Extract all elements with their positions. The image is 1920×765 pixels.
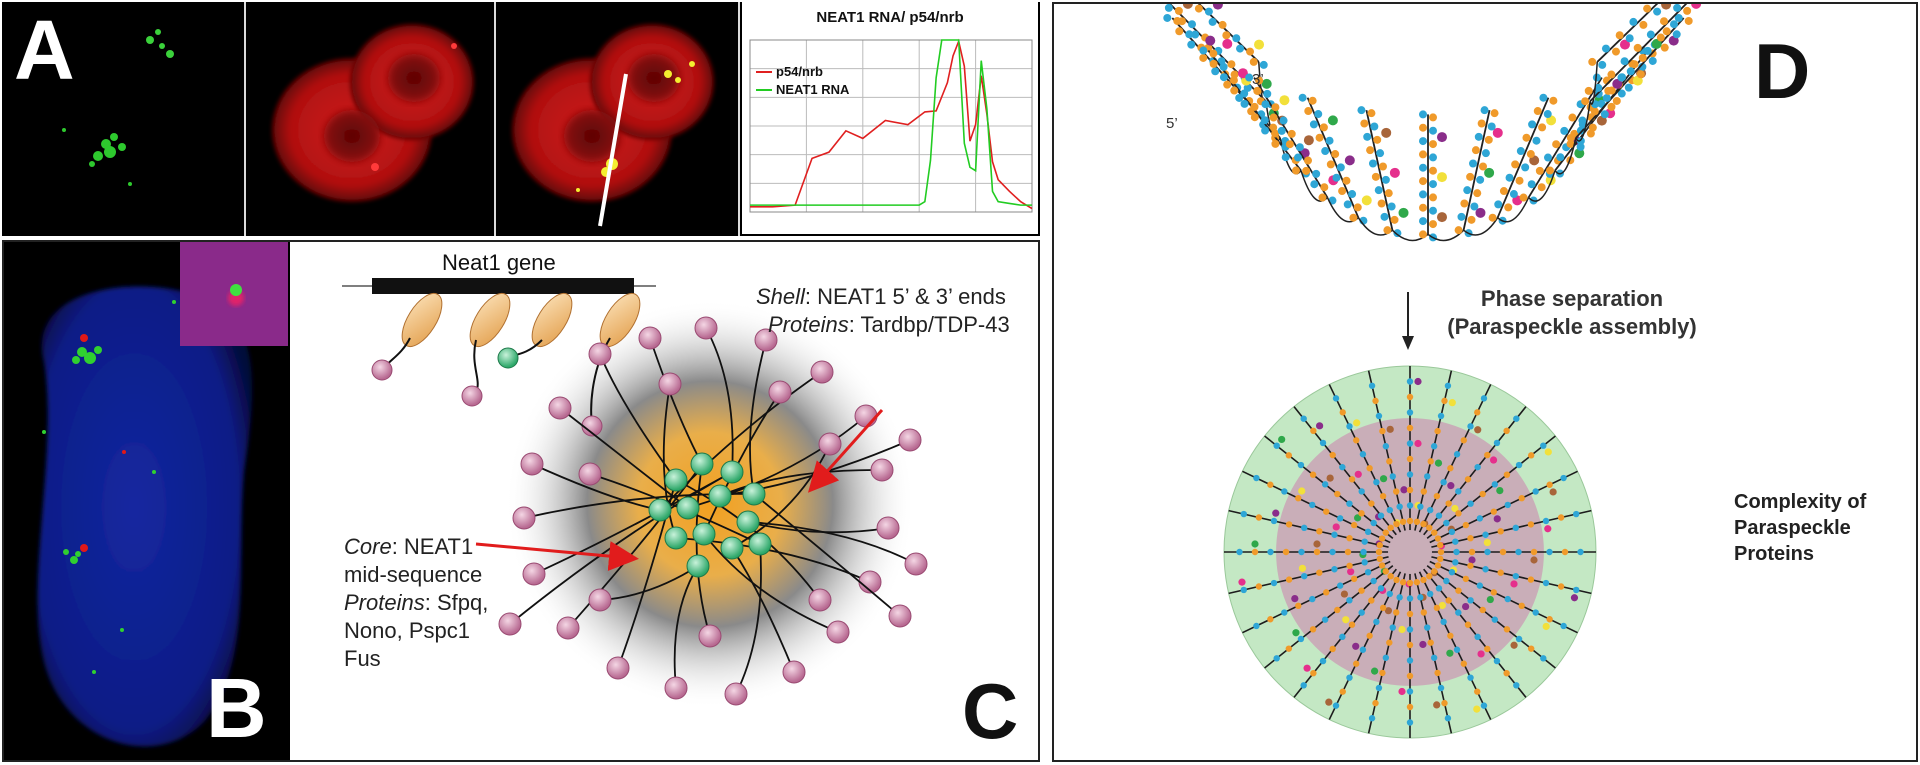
red-channel-image xyxy=(272,24,474,202)
shell-arrow xyxy=(807,408,884,493)
core-midsequence-label: mid-sequence xyxy=(344,562,482,587)
chart-series-p54-nrb xyxy=(750,38,1033,210)
panel-c-letter: C xyxy=(962,667,1019,755)
phase-separation-diagram: 3’ 5’ Phase separation (Paraspeckle asse… xyxy=(1163,4,1867,739)
panel-d-letter: D xyxy=(1754,27,1811,115)
shell-proteins-label: Proteins: Tardbp/TDP-43 xyxy=(768,312,1010,337)
core-proteins-line2: Nono, Pspc1 xyxy=(344,618,470,643)
panel-c: Neat1 gene Shell: xyxy=(290,242,1038,760)
neat1-rna-strands xyxy=(498,316,928,706)
shell-label: Shell: NEAT1 5’ & 3’ ends xyxy=(756,284,1006,309)
phase-separation-label: Phase separation xyxy=(1481,286,1663,311)
three-prime-label: 3’ xyxy=(1252,71,1264,88)
panel-b-microscopy xyxy=(37,242,288,747)
paraspeckle-assembly-label: (Paraspeckle assembly) xyxy=(1447,314,1697,339)
neat1-gene-bar xyxy=(372,278,634,294)
complexity-label-line3: Proteins xyxy=(1734,543,1814,565)
complexity-label-line2: Paraspeckle xyxy=(1734,517,1851,539)
profile-chart-svg: NEAT1 RNA/ p54/nrb p54/nrb NEAT1 RNA xyxy=(749,9,1033,213)
green-channel-image xyxy=(62,29,174,186)
panel-a: NEAT1 RNA/ p54/nrb p54/nrb NEAT1 RNA A xyxy=(2,2,1040,236)
paraspeckle-model-diagram: Neat1 gene Shell: xyxy=(342,250,1010,709)
transcribing-polymerases xyxy=(371,292,641,437)
merged-channel-image xyxy=(512,24,714,227)
gene-label: Neat1 gene xyxy=(442,250,556,275)
chart-series-neat1-rna xyxy=(750,39,1032,206)
panel-d: 3’ 5’ Phase separation (Paraspeckle asse… xyxy=(1052,2,1918,762)
complexity-label-line1: Complexity of xyxy=(1734,491,1867,513)
core-arrow xyxy=(475,541,639,572)
chart-legend: p54/nrb NEAT1 RNA xyxy=(756,64,850,97)
legend-entry-neat1-rna: NEAT1 RNA xyxy=(776,82,850,97)
chart-plot-frame xyxy=(749,39,1033,213)
line-profile-chart: NEAT1 RNA/ p54/nrb p54/nrb NEAT1 RNA xyxy=(742,2,1038,234)
five-prime-label: 5’ xyxy=(1166,115,1178,132)
legend-entry-p54nrb: p54/nrb xyxy=(776,64,823,79)
neat1-fan-array xyxy=(1163,4,1702,242)
line-scan-marker xyxy=(598,73,628,227)
core-label: Core: NEAT1 xyxy=(344,534,473,559)
core-proteins-line3: Fus xyxy=(344,646,381,671)
panel-b: B xyxy=(4,242,290,760)
chart-title: NEAT1 RNA/ p54/nrb xyxy=(816,9,963,26)
panel-a-letter: A xyxy=(14,3,75,97)
panel-bc-frame: B xyxy=(2,240,1040,762)
panel-b-letter: B xyxy=(206,661,267,755)
panel-a-microscopy xyxy=(62,2,740,236)
paraspeckle-sphere xyxy=(1223,365,1597,739)
core-proteins-label: Proteins: Sfpq, xyxy=(344,590,488,615)
